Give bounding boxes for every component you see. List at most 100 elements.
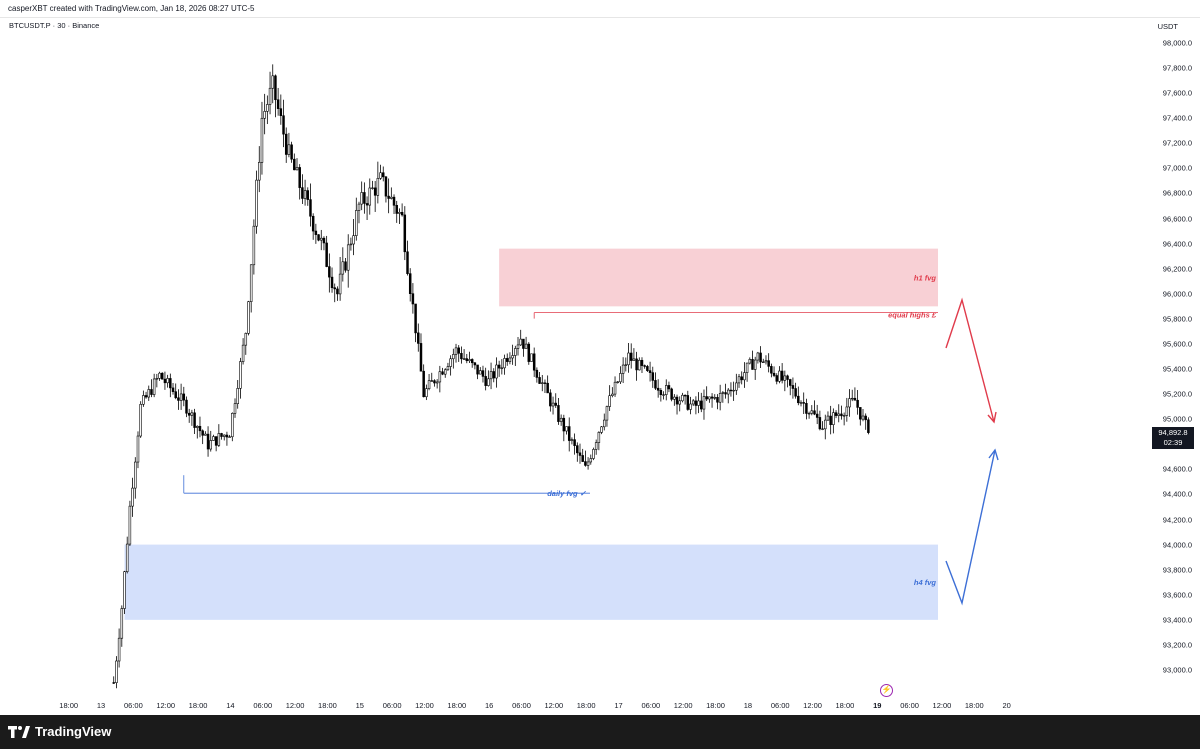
daily-fvg-label: daily fvg ✓ xyxy=(547,489,587,498)
price-tick: 95,400.0 xyxy=(1162,364,1192,374)
time-tick: 12:00 xyxy=(285,701,305,710)
candle-body xyxy=(708,396,711,400)
price-tick: 94,000.0 xyxy=(1162,540,1192,550)
candle-body xyxy=(721,392,725,394)
candle-body xyxy=(549,392,552,407)
price-tick: 97,600.0 xyxy=(1162,88,1192,98)
time-tick: 18:00 xyxy=(964,701,984,710)
h4-fvg-label: h4 fvg xyxy=(914,578,937,587)
candle-body xyxy=(462,358,466,360)
price-tick: 96,800.0 xyxy=(1162,188,1192,198)
candle-body xyxy=(236,388,239,404)
candle-body xyxy=(247,301,250,334)
candle-body xyxy=(201,430,204,436)
candle-body xyxy=(713,397,717,399)
time-tick: 18:00 xyxy=(59,701,79,710)
candle-body xyxy=(702,396,706,410)
time-tick: 20 xyxy=(1002,701,1011,710)
candle-body xyxy=(500,367,504,369)
candle-body xyxy=(821,428,824,430)
time-tick: 16 xyxy=(484,701,494,710)
price-axis[interactable]: 98,000.0 97,800.0 97,600.0 97,400.0 97,200.0… xyxy=(1150,18,1200,715)
candle-body xyxy=(861,415,865,420)
h1-fvg-label: h1 fvg xyxy=(914,273,937,282)
candle-body xyxy=(627,352,630,366)
price-tick: 96,200.0 xyxy=(1162,264,1192,274)
candle-body xyxy=(745,362,749,373)
time-axis[interactable]: 18:00 13 06:00 12:00 18:00 14 06:00 12:00 18:00 1… xyxy=(0,698,1150,715)
candle-body xyxy=(842,415,846,417)
candle-body xyxy=(832,412,835,425)
candle-body xyxy=(443,369,447,375)
top-bar: casperXBT created with TradingView.com, … xyxy=(0,0,1200,18)
candle-body xyxy=(503,358,506,369)
candle-body xyxy=(624,364,628,366)
candle-body xyxy=(538,377,541,384)
candle-body xyxy=(422,370,425,398)
candle-body xyxy=(125,543,129,572)
candle-body xyxy=(643,365,646,367)
time-tick: 18:00 xyxy=(318,701,337,710)
candle-body xyxy=(398,211,401,214)
bearish-projection-arrow xyxy=(945,297,995,423)
candle-body xyxy=(142,395,145,405)
price-tick: 97,000.0 xyxy=(1162,163,1192,173)
candle-body xyxy=(408,273,412,294)
bar-countdown: 02:39 xyxy=(1163,437,1183,447)
candle-body xyxy=(592,449,595,459)
candle-body xyxy=(780,370,784,381)
candle-body xyxy=(382,172,385,178)
candle-body xyxy=(311,215,315,232)
time-tick: 18:00 xyxy=(447,701,467,710)
time-tick: 06:00 xyxy=(641,701,661,710)
chart-area[interactable]: h1 fvg h4 fvg equal highs £ daily fvg ✓ BTC… xyxy=(0,18,1200,715)
candle-body xyxy=(465,358,469,362)
tradingview-logo[interactable]: TradingView xyxy=(8,724,111,739)
candle-body xyxy=(346,244,350,271)
candle-body xyxy=(479,370,482,375)
candle-body xyxy=(740,376,743,381)
candle-body xyxy=(495,364,498,379)
candle-body xyxy=(274,75,277,101)
candle-body xyxy=(729,389,733,392)
candle-body xyxy=(266,104,269,112)
candle-body xyxy=(546,382,549,394)
time-tick: 12:00 xyxy=(415,701,434,710)
candle-body xyxy=(481,370,485,377)
price-tick: 96,000.0 xyxy=(1162,289,1192,299)
candle-body xyxy=(368,187,372,206)
candle-body xyxy=(810,410,814,414)
time-tick: 06:00 xyxy=(770,701,790,710)
candle-body xyxy=(700,400,703,410)
candle-body xyxy=(638,359,641,371)
candle-body xyxy=(605,406,609,421)
bolt-icon[interactable]: ⚡ xyxy=(880,684,893,697)
candle-body xyxy=(726,389,730,395)
symbol-title[interactable]: BTCUSDT.P · 30 · Binance xyxy=(9,21,100,30)
time-tick: 06:00 xyxy=(123,701,143,710)
candle-body xyxy=(371,187,374,189)
candle-body xyxy=(457,347,460,354)
candle-body xyxy=(562,417,566,432)
candle-body xyxy=(249,264,253,302)
price-chart[interactable]: h1 fvg h4 fvg equal highs £ daily fvg ✓ xyxy=(0,18,1150,715)
candle-body xyxy=(338,273,342,295)
candle-body xyxy=(352,235,355,245)
candle-body xyxy=(748,359,752,364)
candle-body xyxy=(446,366,450,371)
candle-body xyxy=(662,394,665,396)
candle-body xyxy=(670,388,673,400)
candle-body xyxy=(290,144,293,160)
time-tick: 18:00 xyxy=(835,701,855,710)
candle-body xyxy=(425,388,428,398)
candle-body xyxy=(791,385,795,389)
candle-body xyxy=(576,445,579,454)
candle-body xyxy=(252,225,256,266)
candle-body xyxy=(169,378,172,389)
candle-body xyxy=(349,243,353,246)
candle-body xyxy=(718,393,722,403)
candle-body xyxy=(376,178,380,196)
candle-body xyxy=(279,108,283,117)
candle-body xyxy=(813,410,816,415)
candle-body xyxy=(187,412,191,416)
